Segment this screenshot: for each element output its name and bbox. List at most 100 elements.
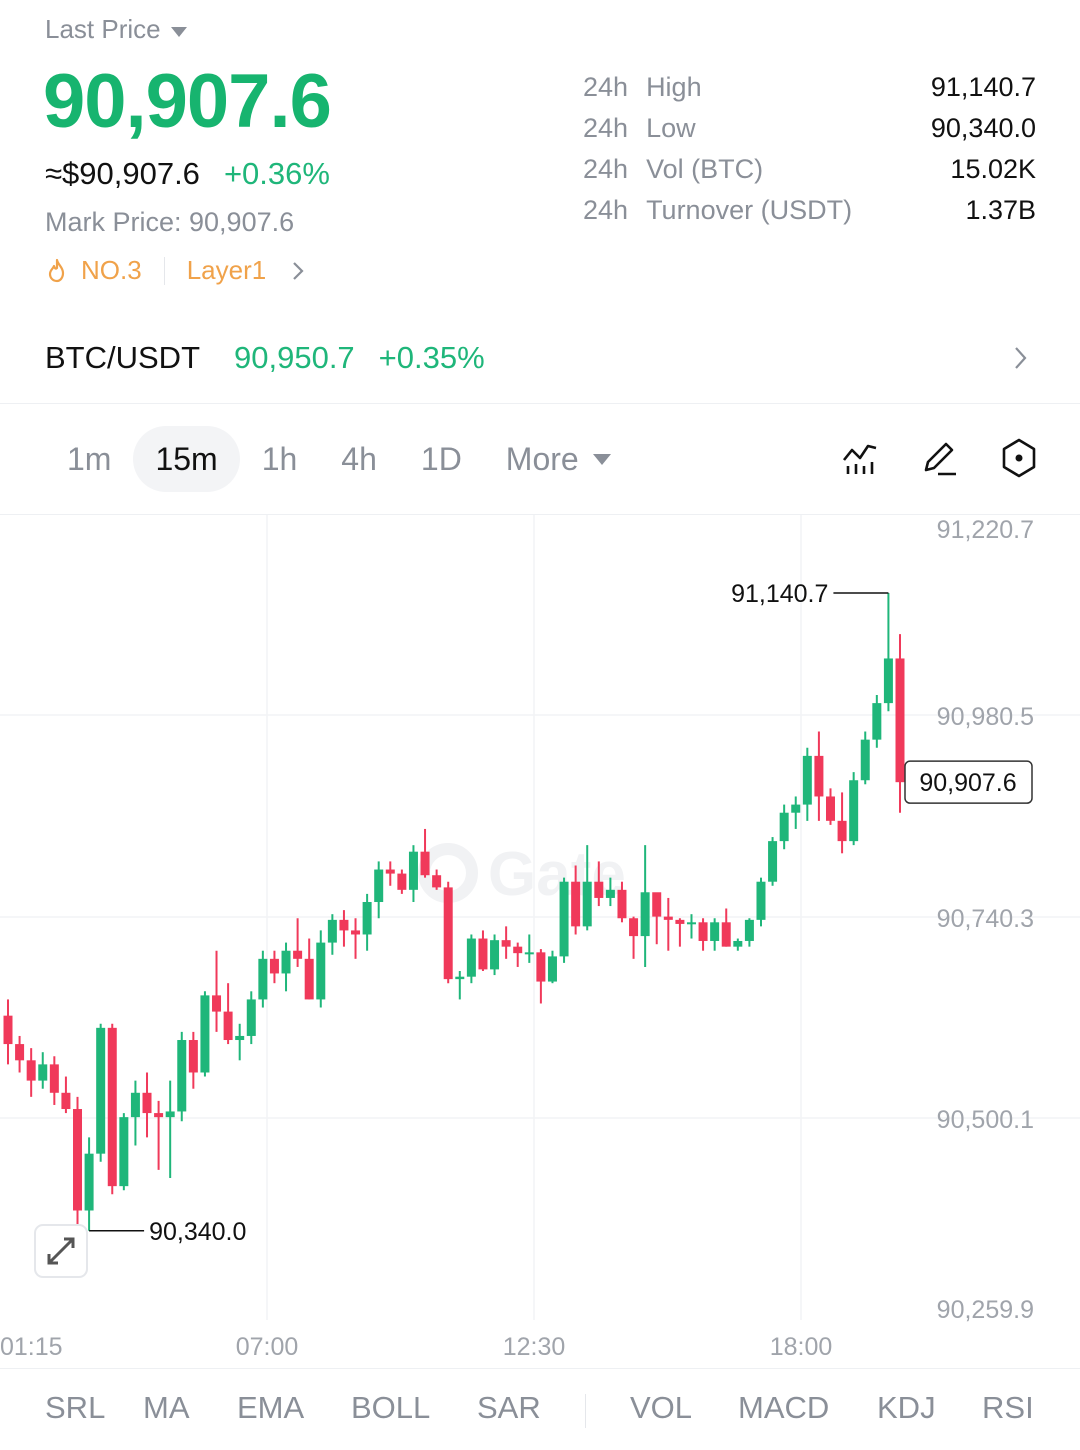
candle [571, 865, 581, 935]
candle [107, 1023, 117, 1195]
candle [698, 918, 708, 951]
candlestick-chart[interactable]: Gate 91,220.7 90,980.5 90,740.3 90,500.1 90,… [0, 515, 1080, 1368]
candle [316, 930, 326, 1008]
pair-price: 90,950.7 [234, 340, 355, 375]
candle [629, 916, 639, 959]
stat-volume: 24h Vol (BTC) 15.02K [583, 154, 1036, 184]
candle [49, 1056, 59, 1105]
indicator-macd[interactable]: MACD [738, 1390, 830, 1425]
candle-body [640, 892, 650, 937]
candle-body [478, 938, 488, 970]
candle [802, 747, 812, 821]
candle [304, 938, 314, 1000]
expand-icon [47, 1237, 75, 1265]
fullscreen-button[interactable] [34, 1224, 88, 1278]
candle [142, 1072, 152, 1138]
timeframe-1m[interactable]: 1m [67, 441, 112, 477]
candle-body [466, 938, 476, 977]
candle [825, 788, 835, 825]
candle-body [698, 922, 708, 941]
candle [501, 926, 511, 959]
candle [362, 893, 372, 951]
timeframe-more[interactable]: More [484, 426, 633, 492]
indicator-rsi[interactable]: RSI [982, 1390, 1034, 1425]
time-axis: 01:15 07:00 12:30 18:00 [0, 1333, 832, 1361]
candle-body [374, 869, 384, 903]
candle [339, 910, 349, 947]
candle-body [860, 739, 870, 781]
candle-body [15, 1044, 25, 1061]
candle-body [605, 889, 615, 898]
timeframe-15m[interactable]: 15m [133, 426, 240, 492]
candle [710, 918, 720, 951]
candle-body [235, 1035, 245, 1041]
svg-text:Gate: Gate [488, 840, 626, 909]
candle-body [490, 940, 500, 970]
candle-body [362, 902, 372, 935]
indicator-ma[interactable]: MA [143, 1390, 190, 1425]
x-tick-label: 01:15 [0, 1333, 63, 1361]
indicator-kdj[interactable]: KDJ [877, 1390, 936, 1425]
candle [223, 983, 233, 1045]
candle [96, 1023, 106, 1162]
indicator-boll[interactable]: BOLL [351, 1390, 431, 1425]
candle [351, 918, 361, 959]
tag-divider [163, 256, 165, 285]
candle-body [513, 946, 523, 954]
chevron-right-icon[interactable] [1010, 344, 1030, 372]
candle-body [455, 976, 465, 980]
candle [617, 881, 627, 923]
candle [536, 949, 546, 1004]
spot-pair-row[interactable]: BTC/USDT 90,950.7 +0.35% [45, 340, 485, 376]
settings-hexagon-icon[interactable] [997, 436, 1041, 480]
candle-body [26, 1060, 36, 1081]
timeframe-1d[interactable]: 1D [420, 441, 462, 477]
candle [594, 861, 604, 907]
candle-body [849, 780, 859, 842]
candle-body [96, 1027, 106, 1154]
candle [130, 1080, 140, 1146]
candle [235, 1023, 245, 1061]
y-tick-label: 91,220.7 [937, 516, 1034, 544]
candle-body [351, 930, 361, 935]
price-axis: 91,220.7 90,980.5 90,740.3 90,500.1 90,259.9 [937, 516, 1034, 1324]
indicator-sar[interactable]: SAR [477, 1390, 541, 1425]
x-tick-label: 18:00 [770, 1333, 833, 1361]
last-price-dropdown[interactable]: Last Price [45, 14, 187, 45]
indicator-chart-icon[interactable] [838, 436, 882, 480]
indicator-srl[interactable]: SRL [45, 1390, 106, 1425]
candle [744, 918, 754, 947]
candle-body [733, 940, 743, 947]
candle [733, 938, 743, 951]
draw-pen-icon[interactable] [918, 436, 962, 480]
pair-change: +0.35% [378, 340, 485, 375]
candle-body [814, 755, 824, 797]
chevron-right-icon [293, 261, 304, 280]
y-tick-label: 90,980.5 [937, 703, 1034, 731]
timeframe-1h[interactable]: 1h [261, 441, 298, 477]
candle [455, 971, 465, 1000]
timeframe-4h[interactable]: 4h [341, 441, 377, 477]
candle-body [443, 887, 453, 980]
candle-body [293, 950, 303, 959]
candle-body [408, 851, 418, 890]
candle [293, 918, 303, 967]
mark-price: Mark Price: 90,907.6 [45, 207, 295, 237]
caret-down-icon [170, 26, 187, 37]
candle-body [49, 1064, 59, 1093]
indicator-ema[interactable]: EMA [237, 1390, 305, 1425]
current-price-tag [904, 760, 1033, 804]
indicator-vol[interactable]: VOL [630, 1390, 693, 1425]
candle [269, 950, 279, 984]
candle-body [663, 916, 673, 920]
candle [420, 828, 430, 878]
indicator-divider [585, 1394, 586, 1428]
candle-body [397, 873, 407, 890]
divider [0, 403, 1080, 404]
candle [675, 918, 685, 947]
candle-body [246, 999, 256, 1036]
divider [0, 1368, 1080, 1369]
stat-turnover: 24h Turnover (USDT) 1.37B [583, 195, 1036, 225]
candle-body [188, 1040, 198, 1073]
tags-row[interactable]: NO.3 Layer1 [45, 255, 308, 286]
